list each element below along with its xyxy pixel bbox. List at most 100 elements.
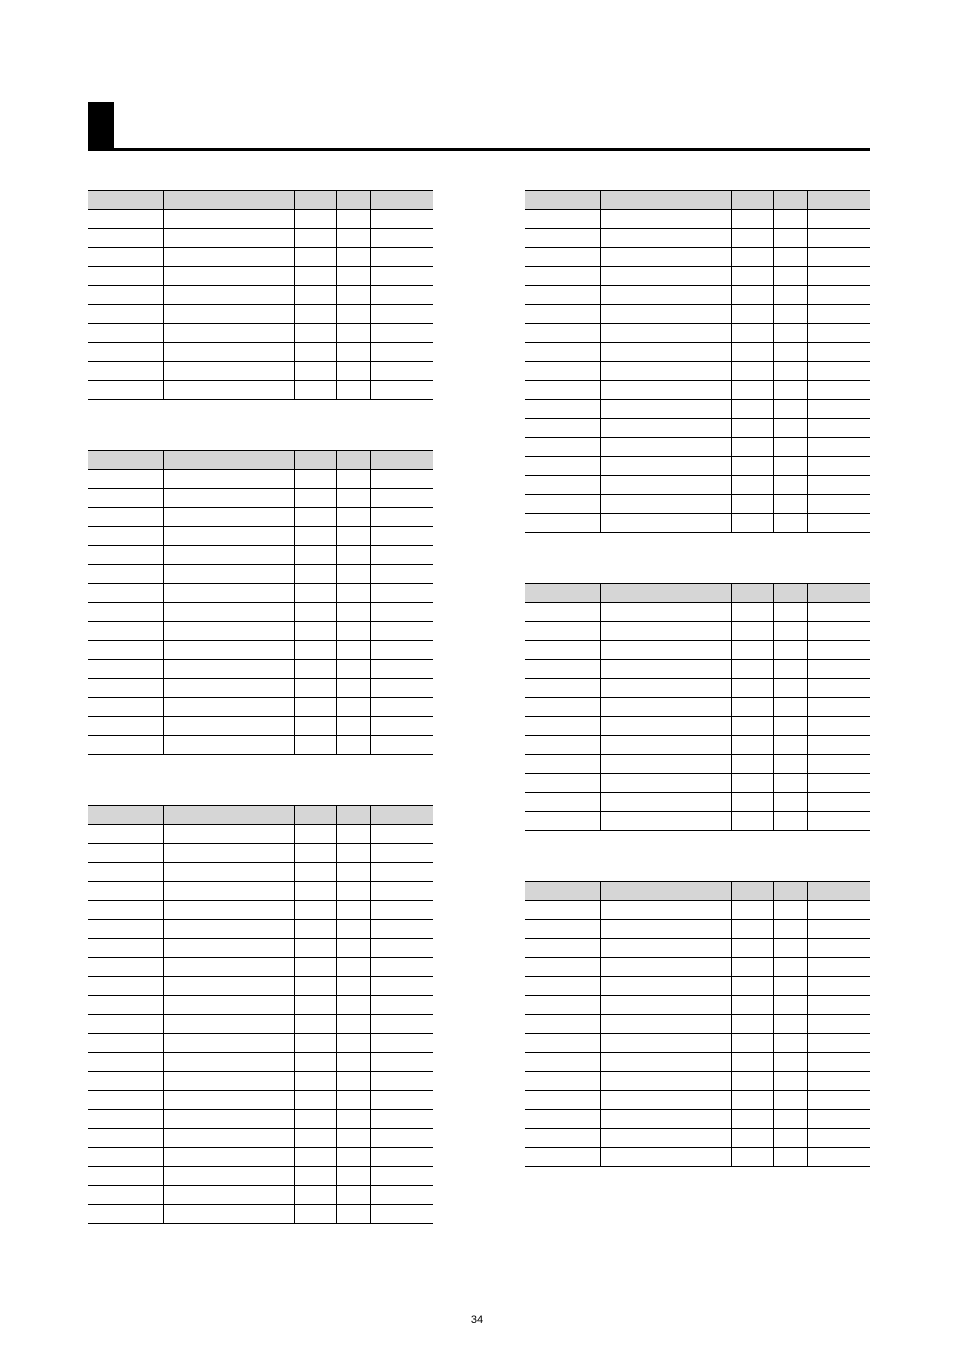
table-cell [371,679,433,698]
table-header-cell [336,806,371,825]
table-cell [164,977,295,996]
table-cell [164,229,295,248]
table-header-cell [808,191,870,210]
table-gap [88,400,433,450]
table-header-cell [525,191,601,210]
table-cell [525,229,601,248]
table-cell [295,305,336,324]
table-header-row [525,882,870,901]
table-cell [371,1148,433,1167]
table-cell [88,489,164,508]
table-cell [88,1034,164,1053]
table-header-cell [601,191,732,210]
table-cell [164,324,295,343]
table-cell [371,546,433,565]
table-cell [164,508,295,527]
table-cell [295,882,336,901]
table-cell [336,603,371,622]
table-cell [164,1110,295,1129]
table-cell [371,641,433,660]
table-cell [773,229,808,248]
table-cell [164,1034,295,1053]
table-cell [732,996,773,1015]
table-cell [808,660,870,679]
table-cell [732,901,773,920]
table-row [525,1053,870,1072]
table-cell [164,622,295,641]
table-cell [88,362,164,381]
table-cell [525,381,601,400]
table-cell [371,939,433,958]
table-cell [525,362,601,381]
table-cell [336,641,371,660]
table-cell [808,305,870,324]
table-cell [773,248,808,267]
table-row [88,679,433,698]
table-cell [371,1091,433,1110]
table-cell [773,717,808,736]
table-cell [88,584,164,603]
table-cell [732,362,773,381]
table-gap [525,533,870,583]
table-cell [336,622,371,641]
table-cell [371,977,433,996]
table-row [88,1167,433,1186]
table-cell [295,210,336,229]
table-cell [295,825,336,844]
table-cell [336,882,371,901]
table-header-row [88,191,433,210]
table-cell [773,1053,808,1072]
table-cell [525,419,601,438]
table-header-cell [773,882,808,901]
table-cell [808,248,870,267]
table-cell [336,844,371,863]
table-cell [336,1167,371,1186]
table-row [525,679,870,698]
table-cell [601,1015,732,1034]
table-cell [371,527,433,546]
table-row [525,400,870,419]
table-cell [295,381,336,400]
table-cell [773,362,808,381]
table-cell [601,381,732,400]
table-header-cell [773,584,808,603]
table-cell [808,812,870,831]
table-row [525,438,870,457]
table-cell [164,1053,295,1072]
table-cell [336,305,371,324]
table-cell [164,286,295,305]
table-cell [808,514,870,533]
table-cell [525,1072,601,1091]
table-header-cell [525,882,601,901]
table-cell [295,844,336,863]
table-cell [773,660,808,679]
table-cell [732,939,773,958]
table-cell [295,1205,336,1224]
table-row [88,508,433,527]
data-table [88,190,433,400]
table-cell [808,698,870,717]
table-header-cell [732,882,773,901]
table-row [525,419,870,438]
table-row [525,698,870,717]
table-cell [336,565,371,584]
table-cell [773,438,808,457]
table-row [525,495,870,514]
table-cell [601,736,732,755]
table-cell [295,267,336,286]
table-row [88,825,433,844]
table-cell [525,286,601,305]
table-cell [732,381,773,400]
left-column [88,190,433,1224]
table-cell [336,1072,371,1091]
table-cell [164,736,295,755]
table-header-cell [601,882,732,901]
table-cell [88,1072,164,1091]
table-row [88,1129,433,1148]
table-cell [371,362,433,381]
table-cell [164,717,295,736]
table-cell [164,1129,295,1148]
table-row [525,660,870,679]
table-cell [601,977,732,996]
table-cell [295,939,336,958]
